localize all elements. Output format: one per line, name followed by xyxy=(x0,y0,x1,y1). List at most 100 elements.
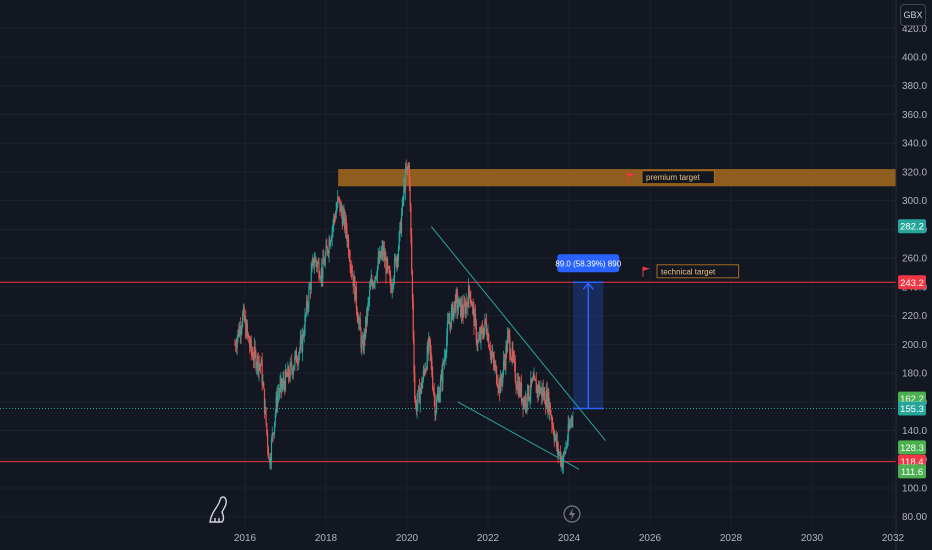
price-axis-label: 80.00 xyxy=(902,512,927,523)
candle-up xyxy=(518,382,520,396)
candle-down xyxy=(470,299,472,303)
candle-up xyxy=(570,417,572,424)
candle-down xyxy=(252,359,255,361)
candle-down xyxy=(513,357,515,359)
price-badge-label: 128.3 xyxy=(900,443,924,454)
candle-up xyxy=(478,339,480,342)
candle-up xyxy=(311,264,313,272)
candle-up xyxy=(370,279,372,285)
candle-down xyxy=(538,384,541,394)
candle-down xyxy=(235,346,238,348)
candle-up xyxy=(308,288,310,307)
candle-up xyxy=(506,336,509,352)
candle-down xyxy=(513,357,516,362)
candle-down xyxy=(386,259,389,267)
candle-up xyxy=(524,397,526,407)
candle-down xyxy=(441,373,443,384)
candle-down xyxy=(355,286,357,309)
candle-up xyxy=(511,348,513,360)
currency-button[interactable]: GBX xyxy=(900,4,926,26)
candle-up xyxy=(528,398,530,400)
candle-up xyxy=(502,371,504,383)
candle-down xyxy=(456,292,458,295)
candle-down xyxy=(496,383,498,387)
candle-up xyxy=(420,382,422,392)
candle-down xyxy=(395,257,397,267)
candle-up xyxy=(367,302,369,308)
candle-down xyxy=(555,435,558,448)
candle-up xyxy=(562,453,565,464)
candle-up xyxy=(435,411,437,416)
candle-up xyxy=(558,452,560,454)
candle-up xyxy=(555,435,557,438)
candle-up xyxy=(446,321,449,337)
candle-up xyxy=(289,363,291,379)
chart-extras xyxy=(209,496,581,523)
candle-up xyxy=(516,381,519,390)
candle-down xyxy=(520,383,523,401)
candle-down xyxy=(316,262,318,267)
candle-up xyxy=(245,323,248,337)
candle-down xyxy=(360,330,362,348)
candle-down xyxy=(257,355,259,372)
candle-down xyxy=(333,216,336,218)
drawings: 89.0 (58.39%) 890 premium target technical… xyxy=(430,170,740,470)
candle-up xyxy=(572,417,574,419)
candle-down xyxy=(492,354,495,361)
candle-up xyxy=(445,352,447,357)
candle-down xyxy=(544,391,546,405)
candle-up xyxy=(328,240,330,254)
candle-down xyxy=(285,370,287,376)
candle-down xyxy=(476,341,478,344)
candle-up xyxy=(492,354,494,356)
candle-down xyxy=(424,370,426,373)
candle-down xyxy=(481,328,484,335)
candle-up xyxy=(365,316,367,337)
candle-down xyxy=(495,366,498,384)
candle-up xyxy=(294,355,296,366)
candle-down xyxy=(246,323,248,333)
candle-down xyxy=(450,322,452,328)
candle-up xyxy=(268,457,270,459)
candle-up xyxy=(402,198,404,200)
candle-up xyxy=(287,366,289,377)
candle-down xyxy=(387,266,389,268)
candle-up xyxy=(463,303,465,317)
candle-up xyxy=(421,380,424,389)
candle-down xyxy=(341,212,343,226)
candle-up xyxy=(451,304,453,311)
candle-down xyxy=(534,376,536,380)
price-axis-label: 360.0 xyxy=(902,110,927,121)
candle-down xyxy=(239,326,241,335)
candle-up xyxy=(418,386,420,391)
candle-down xyxy=(541,387,543,397)
candle-up xyxy=(536,386,538,393)
candle-up xyxy=(435,399,438,412)
price-badge-label: 111.6 xyxy=(901,467,923,478)
candle-up xyxy=(471,303,474,307)
candle-down xyxy=(525,397,527,406)
candle-up xyxy=(278,392,280,394)
candle-up xyxy=(406,166,408,172)
candle-down xyxy=(397,256,399,261)
time-axis[interactable]: 2016 2018 2020 2022 2024 2026 2028 2030 2032 xyxy=(234,533,905,544)
candle-down xyxy=(238,330,240,336)
candle-up xyxy=(330,240,332,246)
candle-down xyxy=(534,379,537,382)
candle-down xyxy=(312,258,315,266)
candle-down xyxy=(472,303,474,307)
candle-down xyxy=(340,205,343,213)
candle-down xyxy=(267,447,269,459)
candle-down xyxy=(423,370,425,372)
candle-down xyxy=(499,379,501,394)
candle-down xyxy=(414,373,416,399)
time-axis-label: 2022 xyxy=(477,533,500,544)
candle-down xyxy=(338,197,340,200)
candle-down xyxy=(561,457,563,468)
candle-up xyxy=(347,238,349,242)
candle-up xyxy=(540,387,542,391)
time-axis-label: 2020 xyxy=(396,533,419,544)
candle-up xyxy=(554,437,556,441)
candle-down xyxy=(318,262,320,278)
